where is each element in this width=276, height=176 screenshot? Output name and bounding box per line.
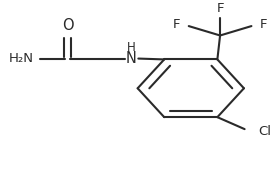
Text: N: N bbox=[126, 51, 137, 66]
Text: Cl: Cl bbox=[258, 125, 271, 138]
Text: O: O bbox=[62, 18, 73, 33]
Text: H: H bbox=[127, 41, 136, 54]
Text: F: F bbox=[260, 18, 267, 31]
Text: F: F bbox=[173, 18, 180, 31]
Text: H₂N: H₂N bbox=[8, 52, 33, 65]
Text: F: F bbox=[216, 2, 224, 15]
